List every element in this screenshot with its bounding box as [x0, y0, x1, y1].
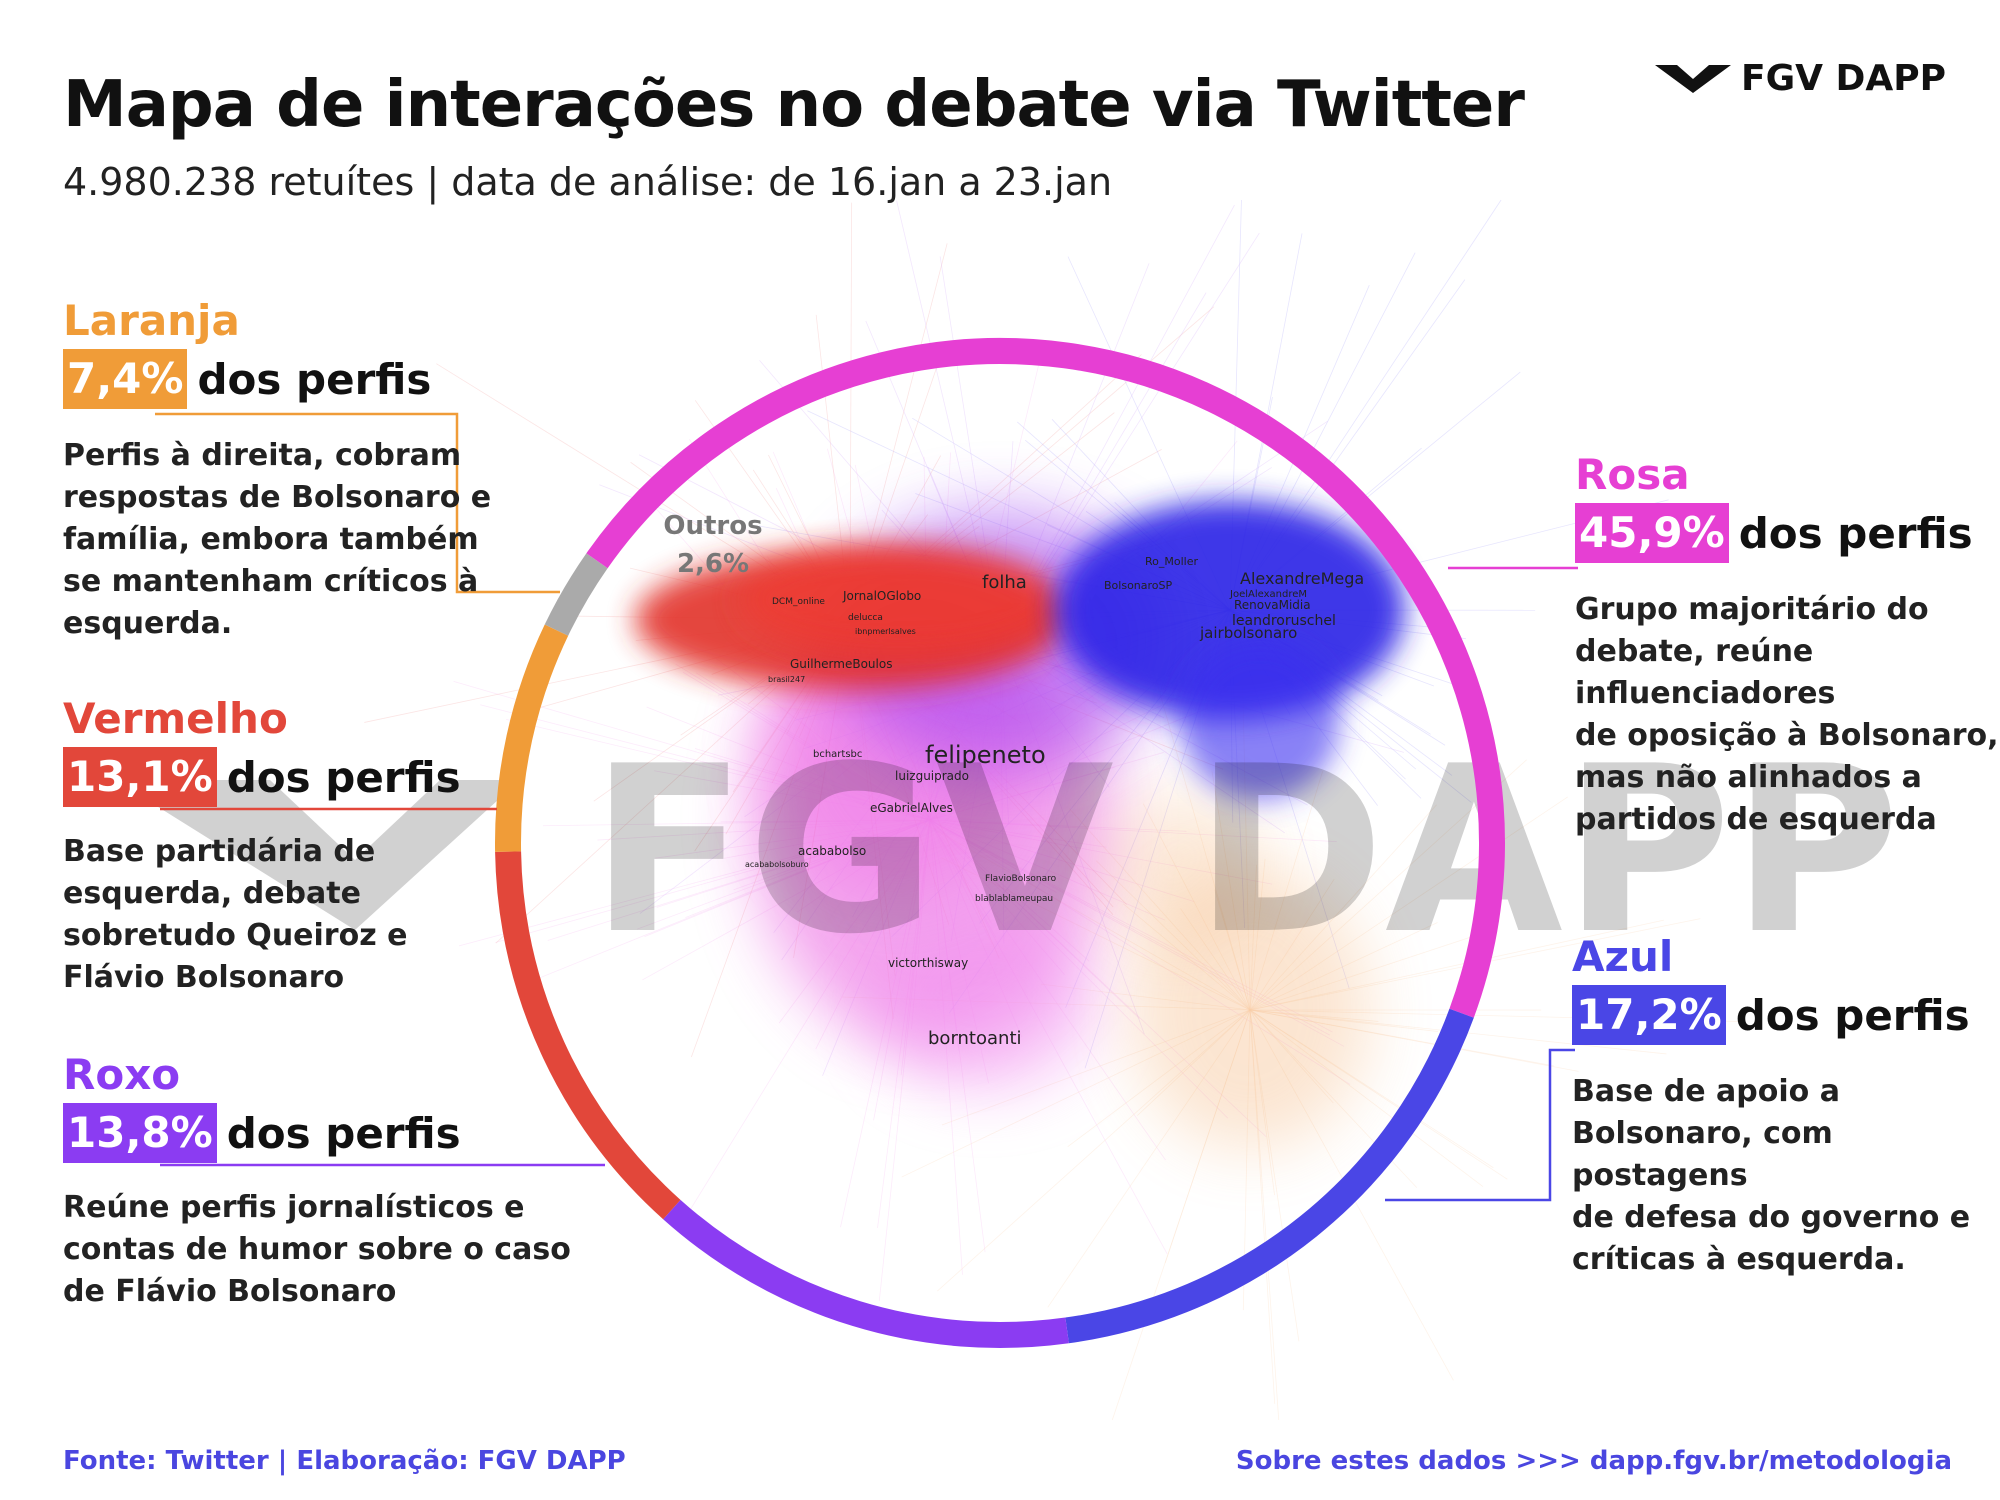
group-rosa-name: Rosa	[1575, 450, 1690, 499]
node-label-joelalexandrem: JoelAlexandreM	[1229, 589, 1307, 600]
group-laranja-desc: Perfis à direita, cobram respostas de Bo…	[63, 435, 491, 645]
desc-line: Perfis à direita, cobram	[63, 438, 462, 473]
group-vermelho-pct: 13,1%	[63, 747, 217, 807]
desc-line: Grupo majoritário do	[1575, 592, 1929, 627]
desc-line: família, embora também	[63, 522, 479, 557]
node-label-leandroruschel: leandroruschel	[1232, 613, 1336, 629]
node-label-bcharts: bcharts​bc	[813, 749, 862, 760]
node-label-borntoanti: borntoanti	[928, 1028, 1022, 1049]
group-laranja-suffix: dos perfis	[197, 354, 432, 404]
group-azul-pct: 17,2%	[1572, 985, 1726, 1045]
node-label-egabrielalves: eGabrielAlves	[870, 801, 953, 815]
ring-segment-rosa	[586, 338, 1505, 1018]
group-vermelho-desc: Base partidária de esquerda, debate sobr…	[63, 831, 461, 999]
desc-line: debate, reúne	[1575, 634, 1814, 669]
logo-text: FGV DAPP	[1741, 58, 1947, 99]
node-label-ro-moller: Ro_Moller	[1145, 555, 1198, 568]
group-rosa-pct: 45,9%	[1575, 503, 1729, 563]
desc-line: críticas à esquerda.	[1572, 1242, 1906, 1277]
group-rosa: Rosa 45,9% dos perfis Grupo majoritário …	[1575, 450, 1999, 841]
desc-line: partidos de esquerda	[1575, 802, 1937, 837]
footer-source: Fonte: Twitter | Elaboração: FGV DAPP	[63, 1446, 626, 1476]
ring-segment-outros	[544, 553, 608, 636]
group-ring	[495, 338, 1505, 1348]
desc-line: de Flávio Bolsonaro	[63, 1274, 397, 1309]
group-azul: Azul 17,2% dos perfis Base de apoio a Bo…	[1572, 932, 2000, 1281]
desc-line: Base de apoio a	[1572, 1074, 1840, 1109]
desc-line: Base partidária de	[63, 834, 376, 869]
fgv-logo-icon	[1655, 64, 1731, 93]
connector-laranja	[155, 412, 560, 594]
cluster-azul	[1055, 500, 1405, 800]
connector-azul	[1385, 1048, 1575, 1202]
desc-line: de oposição à Bolsonaro,	[1575, 718, 1999, 753]
group-roxo-desc: Reúne perfis jornalísticos e contas de h…	[63, 1187, 571, 1313]
group-azul-suffix: dos perfis	[1735, 990, 1970, 1040]
desc-line: Bolsonaro, com postagens	[1572, 1116, 1833, 1193]
cluster-laranja	[1100, 790, 1370, 1150]
group-vermelho-name: Vermelho	[63, 694, 288, 743]
node-label-victorthisway: victorthisway	[888, 956, 968, 970]
group-rosa-suffix: dos perfis	[1738, 508, 1973, 558]
node-label-dcm-online: DCM_online	[772, 597, 825, 607]
network-labels: felipeneto borntoanti folha AlexandreMeg…	[745, 555, 1364, 1049]
group-laranja-name: Laranja	[63, 296, 240, 345]
watermark-text: FGV DAPP	[590, 718, 1900, 985]
outros-pct: 2,6%	[677, 549, 749, 579]
group-laranja-pct: 7,4%	[63, 349, 188, 409]
node-label-flaviobolsonaro: FlavioBolsonaro	[985, 874, 1057, 884]
ring-segment-azul	[1065, 1008, 1474, 1344]
node-label-delucca: delucca	[848, 613, 883, 623]
node-label-luizguiprado: luizguiprado	[895, 769, 969, 783]
node-label-renovamidia: RenovaMidia	[1234, 598, 1311, 612]
desc-line: mas não alinhados a	[1575, 760, 1922, 795]
footer-methodology-link[interactable]: Sobre estes dados >>> dapp.fgv.br/metodo…	[1235, 1446, 1952, 1476]
ring-segment-laranja	[495, 624, 569, 852]
group-roxo-pct: 13,8%	[63, 1103, 217, 1163]
desc-line: esquerda.	[63, 606, 233, 641]
fgv-dapp-logo: FGV DAPP	[1655, 58, 1946, 99]
node-label-acababolso: acababolso	[798, 844, 866, 858]
page-subtitle: 4.980.238 retuítes | data de análise: de…	[63, 160, 1113, 204]
group-rosa-desc: Grupo majoritário do debate, reúne influ…	[1575, 589, 1999, 841]
group-roxo-name: Roxo	[63, 1050, 181, 1099]
desc-line: esquerda, debate	[63, 876, 361, 911]
ring-segment-vermelho	[495, 851, 681, 1220]
group-azul-name: Azul	[1572, 932, 1674, 981]
node-label-bolsonarosp: BolsonaroSP	[1104, 579, 1172, 592]
node-label-guilhermeboulos: GuilhermeBoulos	[790, 657, 892, 671]
desc-line: respostas de Bolsonaro e	[63, 480, 492, 515]
desc-line: se mantenham críticos à	[63, 564, 479, 599]
node-label-felipeneto: felipeneto	[925, 741, 1046, 769]
group-azul-desc: Base de apoio a Bolsonaro, com postagens…	[1572, 1071, 2000, 1281]
group-laranja: Laranja 7,4% dos perfis Perfis à direita…	[63, 296, 491, 645]
node-label-blablablameupau: blablablameupau	[975, 894, 1053, 904]
outros-name: Outros	[663, 511, 762, 541]
node-label-brasil247: brasil247	[768, 675, 805, 684]
node-label-jornaloglobo: JornalOGlobo	[842, 589, 921, 603]
desc-line: sobretudo Queiroz e	[63, 918, 408, 953]
node-label-folha: folha	[982, 572, 1027, 593]
group-vermelho-suffix: dos perfis	[226, 752, 461, 802]
ring-segment-roxo	[663, 1199, 1069, 1348]
group-roxo: Roxo 13,8% dos perfis Reúne perfis jorna…	[63, 1050, 571, 1313]
desc-line: Flávio Bolsonaro	[63, 960, 345, 995]
desc-line: de defesa do governo e	[1572, 1200, 1971, 1235]
desc-line: influenciadores	[1575, 676, 1836, 711]
node-label-ibnpmerlsalves: ibnpmerlsalves	[855, 627, 916, 636]
page-title: Mapa de interações no debate via Twitter	[63, 68, 1525, 142]
connector-lines	[155, 412, 1578, 1202]
node-label-acababolsoburo: acababolsoburo	[745, 860, 809, 869]
outros-label: Outros 2,6%	[663, 511, 762, 579]
group-roxo-suffix: dos perfis	[226, 1108, 461, 1158]
node-label-alexandremega: AlexandreMega	[1240, 569, 1364, 588]
group-vermelho: Vermelho 13,1% dos perfis Base partidári…	[63, 694, 461, 999]
watermark: FGV DAPP	[115, 718, 1900, 985]
desc-line: contas de humor sobre o caso	[63, 1232, 571, 1267]
cluster-vermelho	[635, 545, 1065, 690]
desc-line: Reúne perfis jornalísticos e	[63, 1190, 525, 1225]
node-label-jairbolsonaro: jairbolsonaro	[1199, 624, 1297, 642]
